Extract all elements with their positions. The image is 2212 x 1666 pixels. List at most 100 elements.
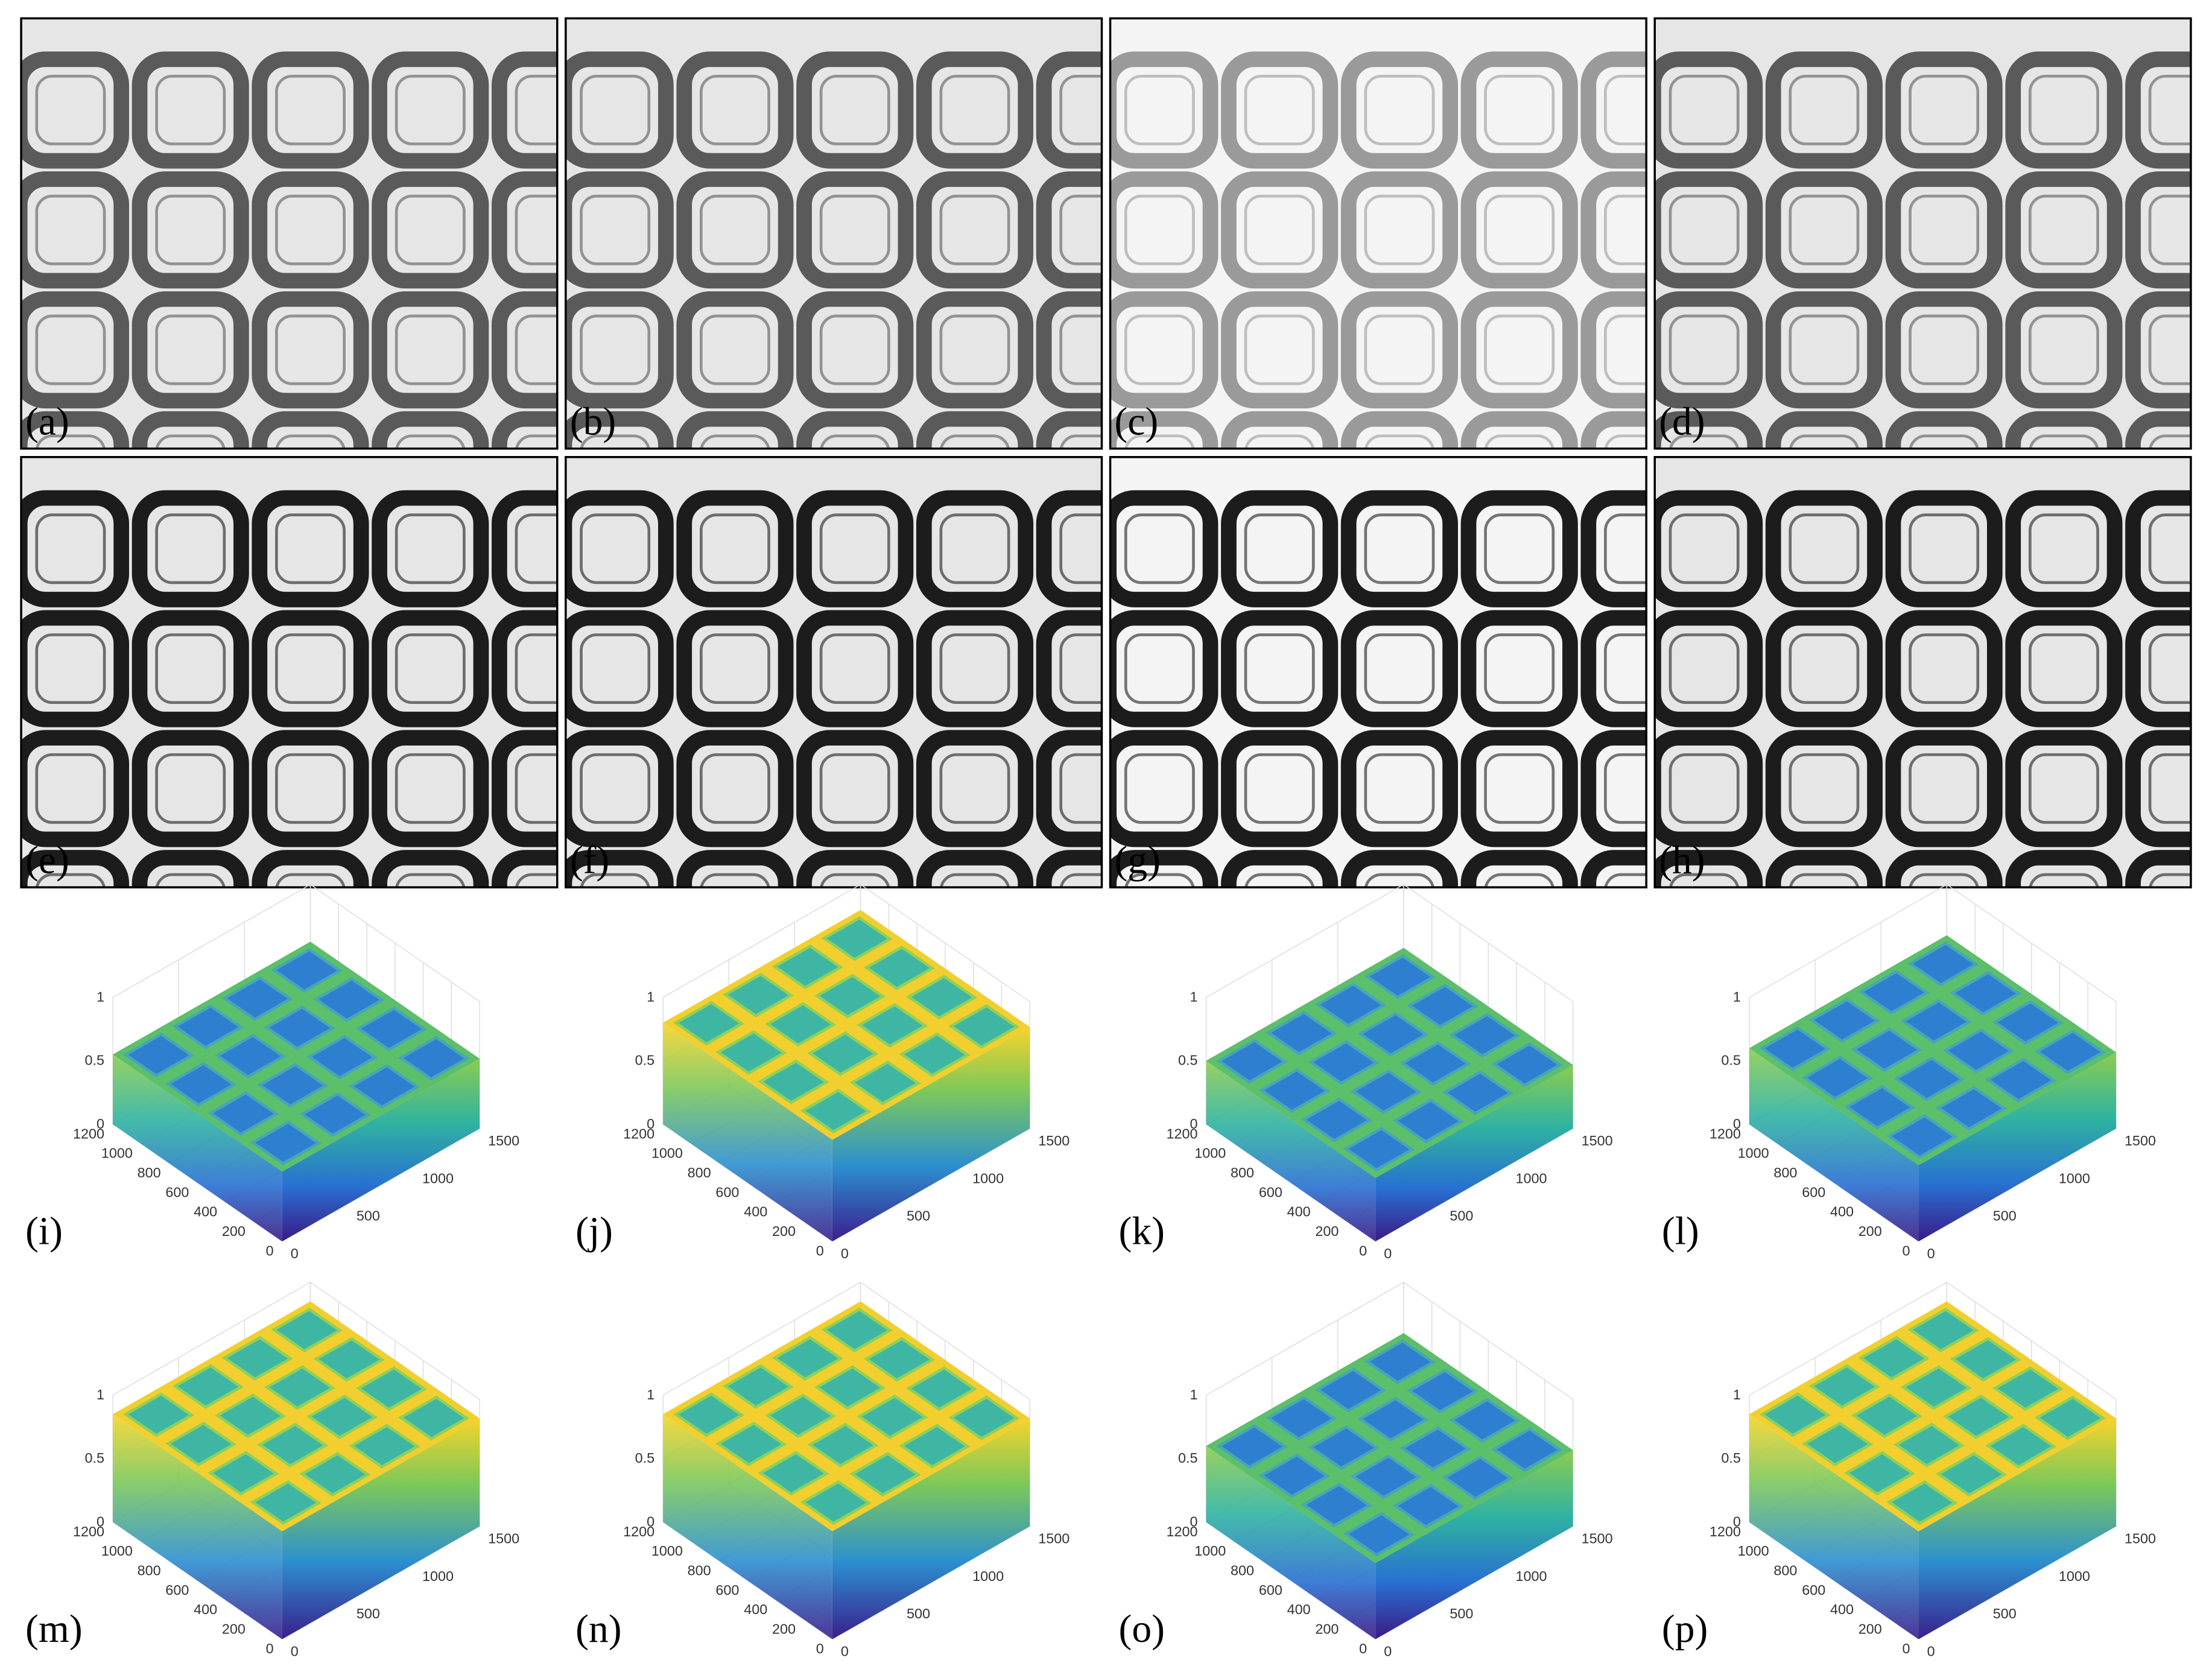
surface-well <box>208 1091 279 1136</box>
cell-ring <box>676 730 794 847</box>
surface-well <box>948 1395 1020 1440</box>
x-tick-label: 1000 <box>2059 1170 2090 1186</box>
image-panel <box>565 457 1102 888</box>
cell-ring <box>1655 291 1763 409</box>
cell-ring <box>676 291 794 409</box>
surface-well <box>1399 1426 1471 1471</box>
cell-ring <box>1580 850 1647 888</box>
cell-ring <box>1110 730 1219 847</box>
surface-well <box>221 1335 293 1381</box>
surface-well <box>899 1424 971 1469</box>
cell-inner-ring <box>580 314 651 385</box>
cell-ring <box>1460 171 1578 289</box>
cell-ring <box>1036 291 1102 409</box>
surface-plot: 00.51020040060080010001200050010001500(k… <box>1119 884 1613 1261</box>
image-panel <box>1110 457 1647 888</box>
cell-ring <box>21 171 129 289</box>
cell-inner-ring <box>2028 194 2099 265</box>
image-panel <box>21 18 557 449</box>
surface-well <box>863 945 935 990</box>
cell-ring <box>1340 730 1458 847</box>
cell-inner-ring <box>1124 753 1195 824</box>
cell-inner-ring <box>515 194 557 265</box>
cell-ring <box>796 51 914 169</box>
cell-ring <box>1110 171 1219 289</box>
cell-inner-ring <box>275 74 346 145</box>
cell-inner-ring <box>1059 74 1102 145</box>
surface-well <box>1801 1421 1874 1466</box>
cell-inner-ring <box>155 74 226 145</box>
cell-ring <box>916 411 1034 449</box>
cell-inner-ring <box>1604 314 1647 385</box>
surface-well <box>1442 1455 1513 1501</box>
surface-well <box>673 1001 745 1046</box>
surface-well <box>722 972 794 1018</box>
cell-inner-ring <box>1789 314 1860 385</box>
surface-well <box>821 1308 893 1353</box>
surface-well <box>250 1120 322 1165</box>
x-tick-label: 500 <box>1993 1208 2017 1224</box>
cell-inner-ring <box>580 74 651 145</box>
surface-well <box>306 1394 378 1439</box>
surface-well <box>1900 1365 1972 1410</box>
surface-plot: 00.51020040060080010001200050010001500(n… <box>575 1282 1070 1659</box>
cell-inner-ring <box>2148 753 2191 824</box>
cell-ring <box>565 730 674 847</box>
cell-ring <box>2125 411 2191 449</box>
panel-border <box>565 17 1103 450</box>
panel-background <box>565 457 1102 888</box>
cell-ring <box>1655 171 1763 289</box>
z-tick-label: 0.5 <box>85 1053 105 1068</box>
cell-ring <box>372 610 489 727</box>
surface-top <box>1749 1301 2116 1531</box>
cell-inner-ring <box>275 753 346 824</box>
y-tick-label: 1200 <box>623 1126 654 1141</box>
cell-ring <box>1221 850 1339 888</box>
y-tick-label: 400 <box>194 1204 217 1220</box>
cell-ring <box>1110 291 1219 409</box>
cell-inner-ring <box>35 74 106 145</box>
cell-inner-ring <box>939 633 1010 705</box>
surface-wall <box>1749 1048 1919 1242</box>
surface-well <box>1343 1127 1415 1172</box>
y-tick-label: 1000 <box>101 1145 133 1161</box>
surface-well <box>807 1031 879 1076</box>
cell-inner-ring <box>2028 753 2099 824</box>
cell-ring <box>1221 291 1339 409</box>
surface-wall <box>663 1414 832 1639</box>
cell-ring <box>2125 291 2191 409</box>
cell-ring <box>1765 850 1883 888</box>
z-tick-label: 0.5 <box>635 1450 655 1466</box>
surface-well <box>821 916 893 961</box>
cell-ring <box>492 730 557 847</box>
cell-ring <box>796 490 914 607</box>
cell-ring <box>1221 490 1339 607</box>
cell-inner-ring <box>2028 74 2099 145</box>
cell-ring <box>565 490 674 607</box>
cell-inner-ring <box>2148 513 2191 584</box>
surface-well <box>807 1422 879 1468</box>
surface-well <box>398 1395 470 1440</box>
cell-inner-ring <box>939 753 1010 824</box>
y-tick-label: 200 <box>772 1223 796 1239</box>
cell-inner-ring <box>700 434 770 449</box>
cell-ring <box>1221 51 1339 169</box>
cell-inner-ring <box>155 753 226 824</box>
cell-inner-ring <box>580 513 651 584</box>
cell-inner-ring <box>2028 633 2099 705</box>
cell-inner-ring <box>35 633 106 705</box>
plot-label: (k) <box>1119 1210 1165 1253</box>
x-tick-label: 500 <box>1450 1606 1473 1621</box>
cell-ring <box>492 51 557 169</box>
cell-ring <box>252 610 369 727</box>
cell-inner-ring <box>2148 633 2191 705</box>
cell-ring <box>492 850 557 888</box>
x-tick-label: 1000 <box>972 1170 1004 1186</box>
surface-well <box>1851 1393 1923 1439</box>
cell-inner-ring <box>275 194 346 265</box>
plot-label: (p) <box>1662 1607 1708 1651</box>
cell-ring <box>1221 171 1339 289</box>
cell-ring <box>372 490 489 607</box>
cell-inner-ring <box>155 314 226 385</box>
surface-well <box>722 1364 794 1409</box>
